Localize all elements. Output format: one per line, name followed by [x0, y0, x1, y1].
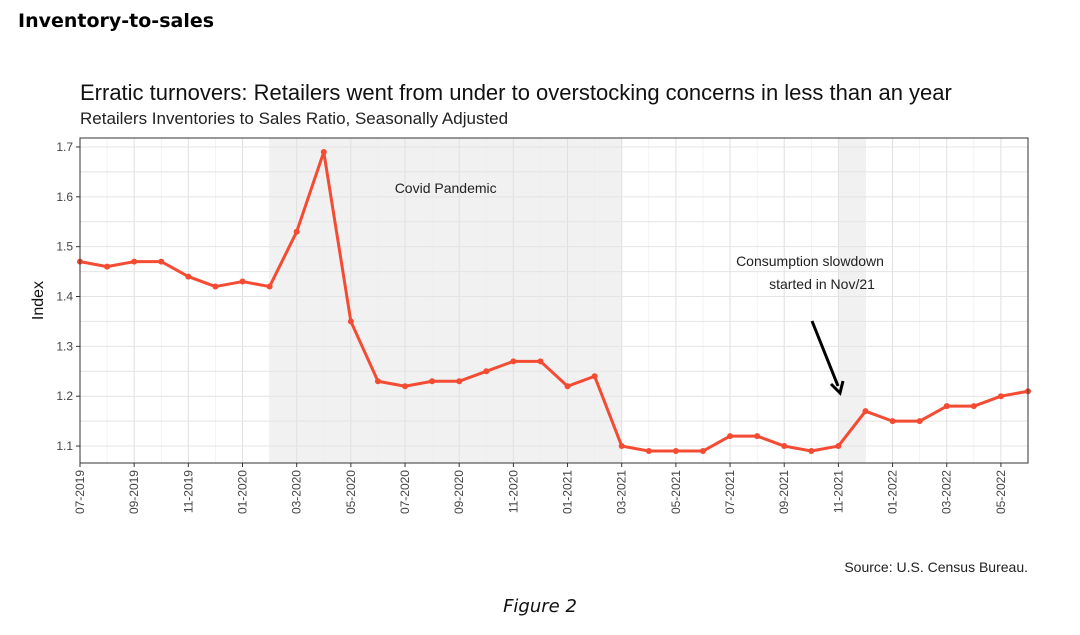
x-tick-label: 09-2019 [127, 470, 141, 514]
x-tick-label: 03-2022 [940, 470, 954, 514]
y-tick-label: 1.1 [56, 439, 73, 453]
data-point [862, 408, 869, 415]
x-tick-label: 07-2019 [73, 470, 87, 514]
y-axis-label: Index [30, 281, 47, 320]
data-point [293, 228, 300, 235]
data-point [185, 273, 192, 280]
annotation-line-2: started in Nov/21 [769, 276, 875, 292]
data-point [212, 283, 219, 290]
shaded-period [269, 138, 622, 463]
data-point [672, 448, 679, 455]
shaded-period [838, 138, 866, 463]
figure-caption: Figure 2 [503, 596, 577, 617]
x-tick-label: 03-2021 [615, 470, 629, 514]
series-line [79, 150, 1029, 453]
chart-source: Source: U.S. Census Bureau. [844, 559, 1028, 575]
data-point [943, 403, 950, 410]
annotation-arrowhead [829, 380, 845, 396]
data-point [239, 278, 246, 285]
y-tick-label: 1.7 [56, 140, 73, 154]
data-point [699, 448, 706, 455]
chart-subtitle: Retailers Inventories to Sales Ratio, Se… [80, 109, 509, 128]
data-point [808, 448, 815, 455]
data-point [347, 318, 354, 325]
data-point [997, 393, 1004, 400]
data-point [835, 443, 842, 450]
plot-border [79, 137, 1029, 464]
y-tick-label: 1.3 [56, 339, 73, 353]
y-tick-label: 1.4 [56, 290, 73, 304]
chart-title: Erratic turnovers: Retailers went from u… [80, 80, 952, 105]
data-point [727, 433, 734, 440]
data-point [889, 418, 896, 425]
section-heading: Inventory-to-sales [18, 10, 215, 32]
data-point [645, 448, 652, 455]
y-tick-label: 1.5 [56, 240, 73, 254]
x-tick-label: 03-2020 [290, 470, 304, 514]
x-tick-label: 01-2022 [886, 470, 900, 514]
x-tick-label: 11-2021 [831, 470, 845, 513]
y-tick-label: 1.2 [56, 389, 73, 403]
x-tick-label: 11-2019 [181, 470, 195, 513]
data-point [456, 378, 463, 385]
data-point [970, 403, 977, 410]
x-tick-label: 01-2020 [236, 470, 250, 514]
data-point [591, 373, 598, 380]
data-point [564, 383, 571, 390]
data-point [754, 433, 761, 440]
x-tick-label: 05-2020 [344, 470, 358, 514]
data-point [104, 263, 111, 270]
data-point [483, 368, 490, 375]
data-point [781, 443, 788, 450]
data-point [320, 148, 327, 155]
data-point [158, 258, 165, 265]
x-tick-label: 09-2020 [452, 470, 466, 514]
data-point [131, 258, 138, 265]
shaded-period-label: Covid Pandemic [395, 180, 497, 196]
x-tick-label: 11-2020 [506, 470, 520, 513]
x-tick-label: 01-2021 [561, 470, 575, 514]
x-tick-label: 07-2020 [398, 470, 412, 514]
data-point [429, 378, 436, 385]
data-point [402, 383, 409, 390]
annotation-arrow [810, 320, 840, 387]
y-tick-label: 1.6 [56, 190, 73, 204]
data-point [618, 443, 625, 450]
data-point [510, 358, 517, 365]
x-tick-label: 05-2021 [669, 470, 683, 514]
x-tick-label: 07-2021 [723, 470, 737, 514]
data-point [916, 418, 923, 425]
annotation-line-1: Consumption slowdown [736, 253, 884, 269]
data-point [266, 283, 273, 290]
data-point [537, 358, 544, 365]
x-tick-label: 09-2021 [777, 470, 791, 514]
x-tick-label: 05-2022 [994, 470, 1008, 514]
data-point [374, 378, 381, 385]
